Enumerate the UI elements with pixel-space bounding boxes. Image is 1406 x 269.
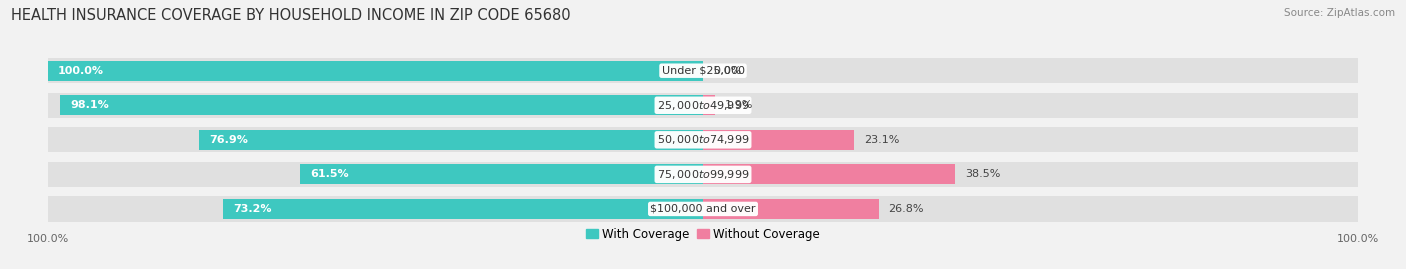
Text: HEALTH INSURANCE COVERAGE BY HOUSEHOLD INCOME IN ZIP CODE 65680: HEALTH INSURANCE COVERAGE BY HOUSEHOLD I… [11,8,571,23]
Bar [48,162,703,187]
Text: Source: ZipAtlas.com: Source: ZipAtlas.com [1284,8,1395,18]
Text: 76.9%: 76.9% [209,135,247,145]
Bar [299,164,703,184]
Bar [703,95,716,115]
Bar [703,93,1358,118]
Bar [703,58,1358,83]
Bar [60,95,703,115]
Text: 0.0%: 0.0% [713,66,741,76]
Bar [703,199,879,219]
Text: 23.1%: 23.1% [865,135,900,145]
Bar [48,127,703,153]
Bar [703,127,1358,153]
Bar [48,196,703,222]
Bar [48,93,703,118]
Bar [48,58,703,83]
Bar [224,199,703,219]
Text: 61.5%: 61.5% [309,169,349,179]
Text: $100,000 and over: $100,000 and over [650,204,756,214]
Text: Under $25,000: Under $25,000 [661,66,745,76]
Text: 38.5%: 38.5% [965,169,1001,179]
Text: $50,000 to $74,999: $50,000 to $74,999 [657,133,749,146]
Text: $75,000 to $99,999: $75,000 to $99,999 [657,168,749,181]
Legend: With Coverage, Without Coverage: With Coverage, Without Coverage [581,223,825,245]
Bar [703,196,1358,222]
Text: 26.8%: 26.8% [889,204,924,214]
Text: 100.0%: 100.0% [58,66,104,76]
Text: 73.2%: 73.2% [233,204,271,214]
Bar [703,162,1358,187]
Bar [48,61,703,81]
Text: $25,000 to $49,999: $25,000 to $49,999 [657,99,749,112]
Text: 98.1%: 98.1% [70,100,108,110]
Text: 1.9%: 1.9% [725,100,754,110]
Bar [703,164,955,184]
Bar [703,130,855,150]
Bar [200,130,703,150]
